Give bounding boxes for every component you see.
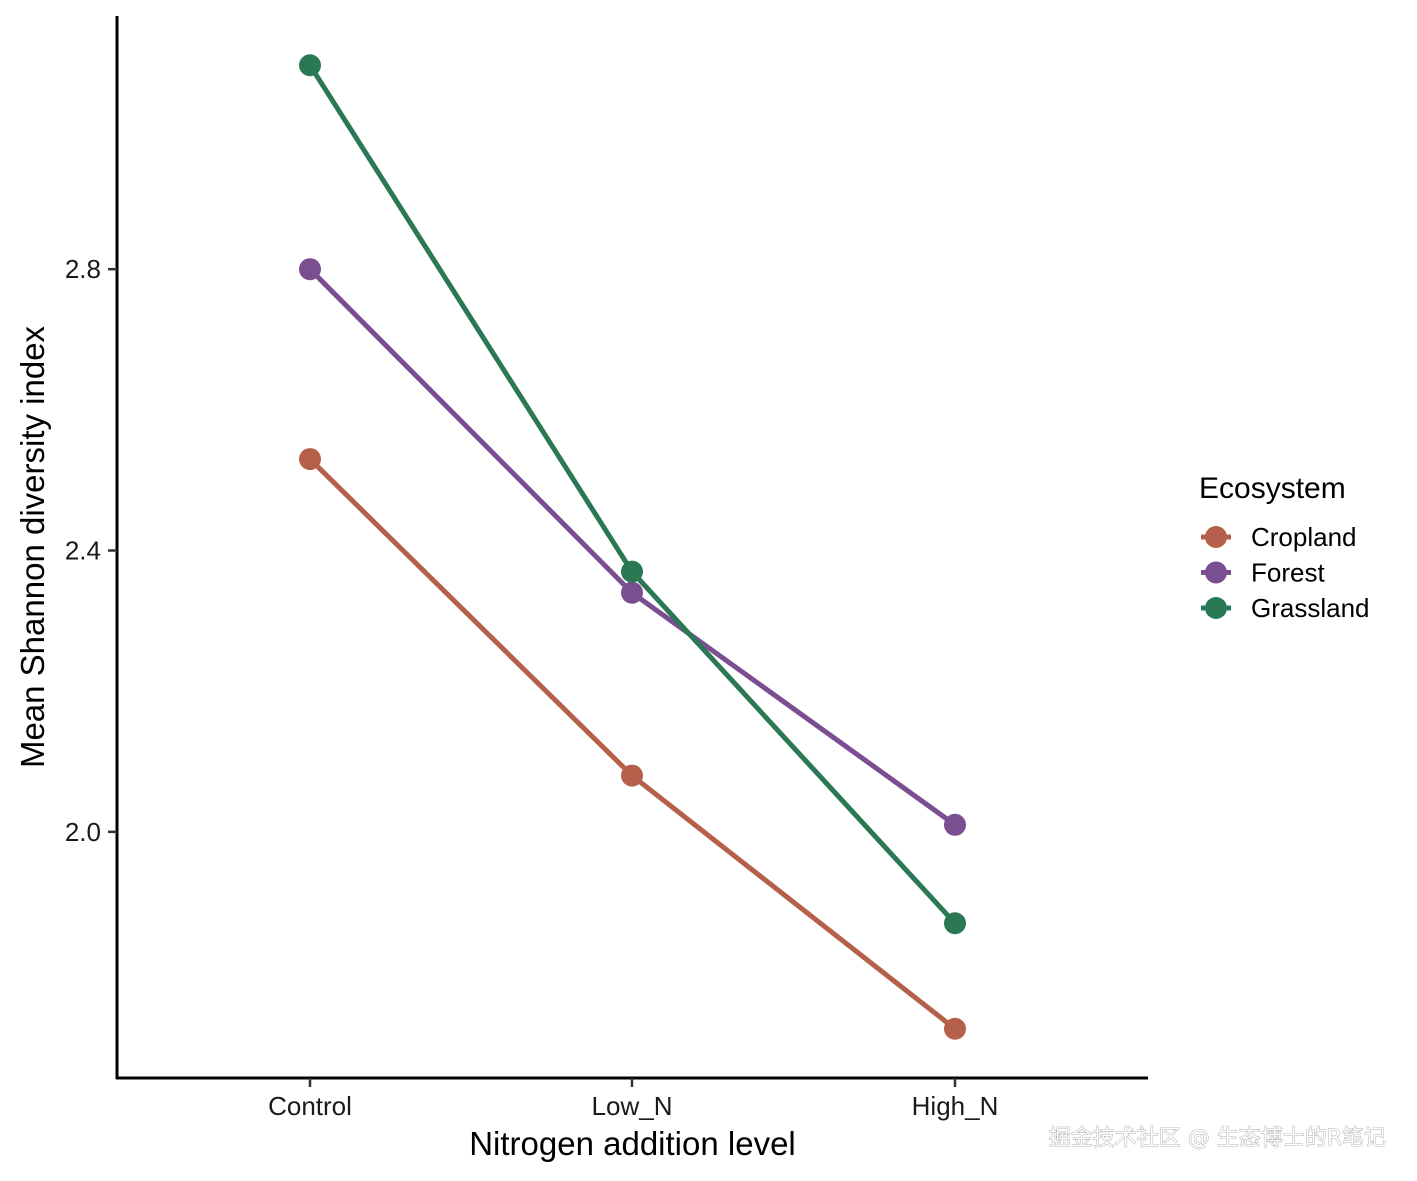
series-lines <box>307 63 957 1031</box>
x-tick-label: Low_N <box>592 1091 673 1121</box>
series-line-forest <box>308 267 957 827</box>
watermark-text: 掘金技术社区 @ 生态博士的R笔记 <box>1049 1126 1386 1151</box>
legend-key-point <box>1205 561 1227 584</box>
legend-item-forest: Forest <box>1201 558 1325 588</box>
legend-key-point <box>1205 597 1227 619</box>
legend: Ecosystem Cropland Forest Grassland <box>1199 472 1370 623</box>
y-tick-label: 2.0 <box>65 817 101 847</box>
data-point-forest-control <box>299 258 321 281</box>
x-axis-title: Nitrogen addition level <box>469 1125 796 1162</box>
data-point-cropland-low_n <box>621 764 643 787</box>
data-point-cropland-high_n <box>944 1017 966 1040</box>
x-axis-ticks: Control Low_N High_N <box>268 1078 998 1121</box>
legend-label: Cropland <box>1251 522 1357 552</box>
data-point-forest-high_n <box>944 813 966 836</box>
data-point-grassland-control <box>299 54 321 77</box>
x-tick-label: Control <box>268 1091 352 1121</box>
legend-item-cropland: Cropland <box>1201 522 1357 552</box>
data-point-grassland-high_n <box>944 912 966 935</box>
y-tick-label: 2.8 <box>65 254 101 284</box>
data-point-forest-low_n <box>621 581 643 604</box>
y-axis-ticks: 2.0 2.4 2.8 <box>65 254 117 847</box>
legend-label: Grassland <box>1251 593 1370 623</box>
series-line-cropland <box>308 457 957 1031</box>
legend-item-grassland: Grassland <box>1201 593 1370 623</box>
legend-title: Ecosystem <box>1199 472 1346 505</box>
data-point-cropland-control <box>299 448 321 471</box>
series-line-grassland <box>307 63 957 925</box>
series-points <box>299 54 966 1040</box>
legend-label: Forest <box>1251 558 1325 588</box>
y-tick-label: 2.4 <box>65 536 101 566</box>
x-tick-label: High_N <box>912 1091 999 1121</box>
legend-key-point <box>1205 526 1227 548</box>
axes <box>115 16 1148 1080</box>
data-point-grassland-low_n <box>621 560 643 583</box>
y-axis-title: Mean Shannon diversity index <box>14 325 51 768</box>
